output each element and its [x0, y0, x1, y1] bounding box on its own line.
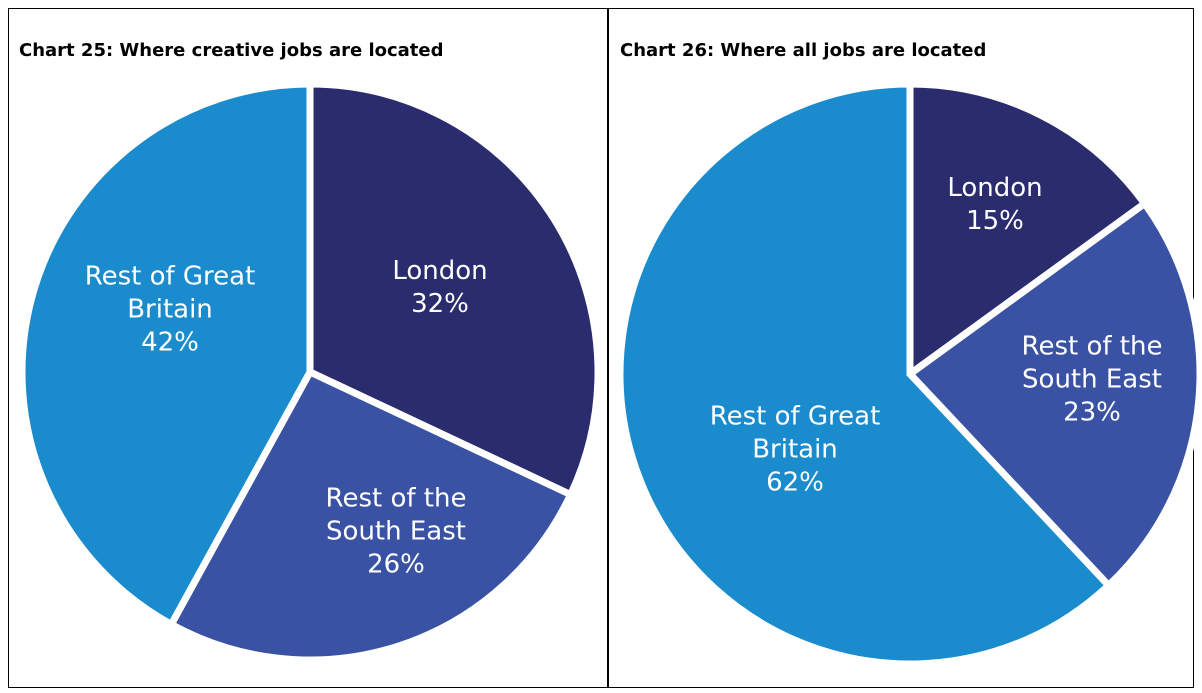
slice-label: Rest of Great Britain 42%	[60, 260, 280, 359]
category-label: London	[392, 255, 488, 286]
value-label: 15%	[966, 206, 1024, 236]
slice-label: London 15%	[915, 172, 1075, 238]
slice-label: Rest of the South East 26%	[301, 482, 491, 581]
value-label: 23%	[1063, 397, 1121, 428]
category-label: Rest of the South East	[325, 483, 467, 547]
value-label: 26%	[367, 549, 425, 580]
divider	[607, 8, 609, 688]
category-label: Rest of Great Britain	[84, 261, 256, 325]
category-label: Rest of Great Britain	[709, 401, 881, 465]
pie-slice	[616, 80, 1114, 668]
slice-label: Rest of Great Britain 62%	[685, 400, 905, 499]
chart-title: Chart 25: Where creative jobs are locate…	[19, 40, 444, 61]
slice-label: London 32%	[360, 255, 520, 321]
category-label: London	[947, 172, 1043, 203]
category-label: Rest of the South East	[1021, 331, 1163, 395]
slice-label: Rest of the South East 23%	[997, 330, 1187, 429]
value-label: 32%	[411, 289, 469, 319]
value-label: 42%	[141, 327, 199, 358]
value-label: 62%	[766, 467, 824, 498]
pie-slice	[18, 80, 314, 630]
chart-title: Chart 26: Where all jobs are located	[620, 40, 987, 61]
pie-slice	[906, 80, 1150, 381]
pie-slice	[904, 198, 1202, 591]
pie-slice	[306, 80, 602, 500]
